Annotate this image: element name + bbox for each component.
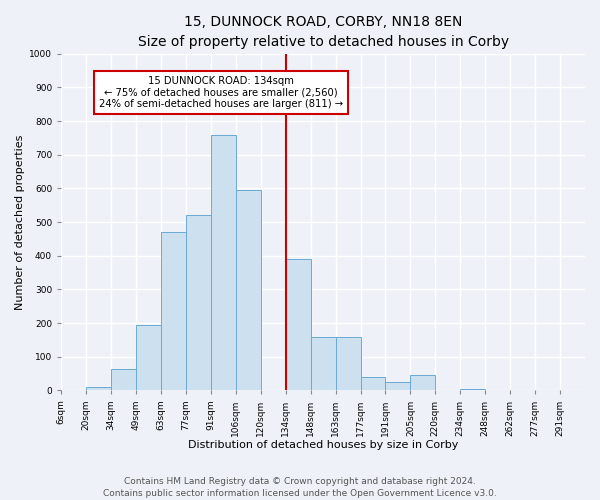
Bar <box>111 368 136 390</box>
Bar <box>86 387 111 390</box>
Bar <box>236 190 261 390</box>
Bar <box>460 388 485 390</box>
Bar <box>361 377 385 390</box>
Bar <box>385 382 410 390</box>
Bar <box>211 134 236 390</box>
Bar <box>311 336 335 390</box>
Bar <box>286 259 311 390</box>
Bar <box>335 336 361 390</box>
Y-axis label: Number of detached properties: Number of detached properties <box>15 134 25 310</box>
Title: 15, DUNNOCK ROAD, CORBY, NN18 8EN
Size of property relative to detached houses i: 15, DUNNOCK ROAD, CORBY, NN18 8EN Size o… <box>137 15 509 48</box>
Bar <box>136 325 161 390</box>
X-axis label: Distribution of detached houses by size in Corby: Distribution of detached houses by size … <box>188 440 458 450</box>
Bar <box>410 376 436 390</box>
Bar <box>186 216 211 390</box>
Text: 15 DUNNOCK ROAD: 134sqm
← 75% of detached houses are smaller (2,560)
24% of semi: 15 DUNNOCK ROAD: 134sqm ← 75% of detache… <box>99 76 343 109</box>
Text: Contains HM Land Registry data © Crown copyright and database right 2024.
Contai: Contains HM Land Registry data © Crown c… <box>103 476 497 498</box>
Bar <box>161 232 186 390</box>
